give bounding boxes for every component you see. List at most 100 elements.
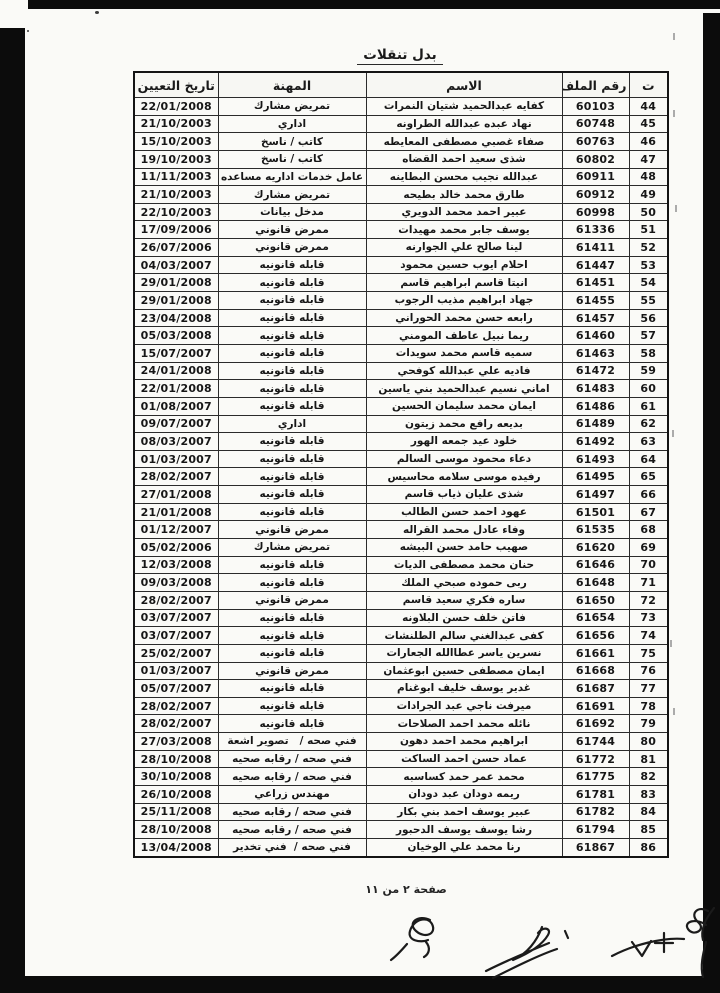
cell-profession: مدخل بيانات <box>217 202 367 222</box>
cell-index: 63 <box>628 432 669 451</box>
cell-date: 25/11/2008 <box>133 802 219 822</box>
cell-date: 03/07/2007 <box>133 626 219 645</box>
table-row: 46 60763 صفاء غصبي مصطفى المعايطه كاتب / نا… <box>133 132 669 151</box>
cell-name: سميه قاسم محمد سويدات <box>365 343 563 363</box>
cell-file_no: 60103 <box>561 97 630 116</box>
table-row: 81 61772 عماد حسن احمد الساكت فني صحه / رقا… <box>133 749 669 769</box>
cell-name: رفيده موسى سلامه محاسيس <box>365 467 563 487</box>
cell-name: ساره فكري سعيد قاسم <box>365 590 563 610</box>
cell-date: 05/02/2006 <box>133 538 219 557</box>
cell-name: طارق محمد خالد بطيحه <box>365 185 563 204</box>
cell-file_no: 61489 <box>561 414 630 434</box>
signatures-layer <box>389 906 716 980</box>
cell-file_no: 61691 <box>561 696 630 716</box>
cell-profession: ممرض قانوني <box>217 238 367 257</box>
cell-file_no: 61794 <box>561 820 630 839</box>
scan-border-right <box>703 13 720 993</box>
table-row: 53 61447 احلام ايوب حسين محمود قابله قانوني… <box>133 255 669 275</box>
cell-name: يوسف جابر محمد مهيدات <box>365 220 563 240</box>
cell-file_no: 61650 <box>561 590 630 610</box>
cell-profession: مهندس زراعي <box>217 784 367 804</box>
cell-index: 73 <box>628 608 669 628</box>
cell-date: 15/10/2003 <box>133 132 219 151</box>
table-row: 56 61457 رابعه حسن محمد الحوراني قابله قانو… <box>133 308 669 328</box>
cell-file_no: 61661 <box>561 643 630 663</box>
cell-index: 78 <box>628 696 669 716</box>
cell-date: 21/10/2003 <box>133 185 219 204</box>
table-row: 86 61867 رنا محمد علي الوخيان فني صحه / فني… <box>133 837 669 858</box>
cell-profession: فني صحه / تصوير اشعة <box>217 732 367 751</box>
cell-profession: قابله قانونيه <box>217 679 367 698</box>
table-body: 44 60103 كفايه عبدالحميد شتيان النمرات تمري… <box>133 97 669 858</box>
cell-index: 49 <box>628 185 669 204</box>
cell-index: 58 <box>628 343 669 363</box>
cell-profession: اداري <box>217 414 367 434</box>
cell-date: 01/03/2007 <box>133 661 219 681</box>
cell-file_no: 61460 <box>561 326 630 345</box>
cell-name: نسرين ياسر عطاالله الجعارات <box>365 643 563 663</box>
cell-profession: ممرض قانوني <box>217 661 367 681</box>
cell-profession: قابله قانونيه <box>217 291 367 310</box>
cell-index: 79 <box>628 714 669 734</box>
cell-index: 64 <box>628 449 669 469</box>
cell-date: 27/01/2008 <box>133 485 219 504</box>
cell-file_no: 61668 <box>561 661 630 681</box>
cell-name: عبدالله نجيب محسن البطاينه <box>365 167 563 187</box>
table-row: 63 61492 خلود عيد جمعه الهور قابله قانونيه 0… <box>133 432 669 451</box>
header-file-no: رقم الملف <box>561 71 630 98</box>
cell-name: اماني نسيم عبدالحميد بني ياسين <box>365 379 563 398</box>
cell-file_no: 61493 <box>561 449 630 469</box>
cell-name: فاتن خلف حسن البلاونه <box>365 608 563 628</box>
signature-scribble <box>389 916 435 962</box>
cell-name: ايمان محمد سليمان الحسين <box>365 396 563 416</box>
cell-profession: قابله قانونيه <box>217 485 367 504</box>
cell-profession: ممرض قانوني <box>217 520 367 540</box>
cell-name: شذى عليان ذياب قاسم <box>365 485 563 504</box>
cell-profession: قابله قانونيه <box>217 502 367 522</box>
signature-scribble <box>484 925 570 980</box>
table-row: 47 60802 شذى سعيد احمد القضاه كاتب / ناسخ 19… <box>133 149 669 169</box>
table-row: 50 60998 عبير احمد محمد الدويري مدخل بيانات… <box>133 202 669 222</box>
cell-name: حنان محمد مصطفى الديات <box>365 555 563 575</box>
cell-date: 28/02/2007 <box>133 467 219 487</box>
scan-artifact <box>675 205 677 212</box>
cell-file_no: 61451 <box>561 273 630 293</box>
cell-date: 28/02/2007 <box>133 696 219 716</box>
cell-profession: قابله قانونيه <box>217 555 367 575</box>
cell-date: 04/03/2007 <box>133 255 219 275</box>
cell-profession: قابله قانونيه <box>217 396 367 416</box>
cell-file_no: 61486 <box>561 396 630 416</box>
cell-name: صهيب حامد حسن البيشه <box>365 538 563 557</box>
page-number: صفحة ٢ من ١١ <box>365 883 447 896</box>
cell-date: 29/01/2008 <box>133 273 219 293</box>
cell-date: 22/01/2008 <box>133 379 219 398</box>
table-row: 49 60912 طارق محمد خالد بطيحه تمريض مشارك 21… <box>133 185 669 204</box>
cell-index: 82 <box>628 767 669 786</box>
cell-name: نائله محمد احمد الصلاحات <box>365 714 563 734</box>
table-row: 72 61650 ساره فكري سعيد قاسم ممرض قانوني 28/… <box>133 590 669 610</box>
cell-file_no: 60998 <box>561 202 630 222</box>
cell-name: فاديه علي عبدالله كوفحي <box>365 361 563 381</box>
table-header: ت رقم الملف الاسم المهنة تاريخ التعيين <box>133 71 669 98</box>
table-row: 70 61646 حنان محمد مصطفى الديات قابله قانون… <box>133 555 669 575</box>
cell-name: ابراهيم محمد احمد دهون <box>365 732 563 751</box>
cell-date: 22/01/2008 <box>133 97 219 116</box>
cell-profession: قابله قانونيه <box>217 467 367 487</box>
cell-profession: قابله قانونيه <box>217 449 367 469</box>
cell-index: 77 <box>628 679 669 698</box>
cell-date: 05/03/2008 <box>133 326 219 345</box>
cell-name: ربى حموده صبحي الملك <box>365 573 563 592</box>
cell-index: 72 <box>628 590 669 610</box>
cell-index: 47 <box>628 149 669 169</box>
cell-index: 68 <box>628 520 669 540</box>
cell-name: انيتا قاسم ابراهيم قاسم <box>365 273 563 293</box>
cell-date: 23/04/2008 <box>133 308 219 328</box>
table-row: 59 61472 فاديه علي عبدالله كوفحي قابله قانو… <box>133 361 669 381</box>
cell-date: 28/10/2008 <box>133 749 219 769</box>
cell-date: 28/10/2008 <box>133 820 219 839</box>
cell-profession: قابله قانونيه <box>217 326 367 345</box>
cell-index: 55 <box>628 291 669 310</box>
table-row: 83 61781 ريمه دودان عبد دودان مهندس زراعي 26… <box>133 784 669 804</box>
title-wrap: بدل تنقلات <box>133 44 667 65</box>
cell-index: 70 <box>628 555 669 575</box>
